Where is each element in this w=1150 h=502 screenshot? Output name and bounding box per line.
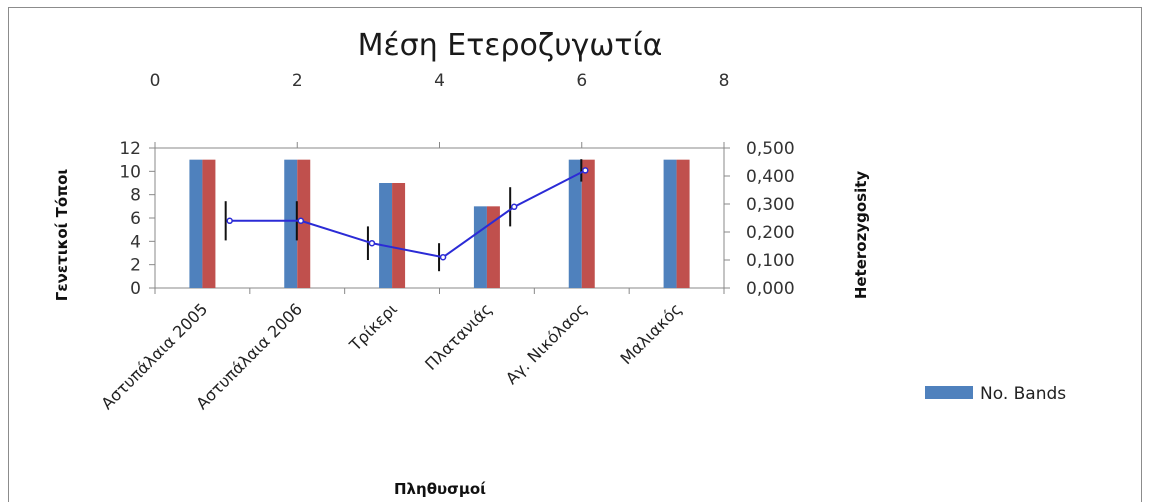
bar (663, 159, 677, 288)
y-tick-label: 0 (130, 279, 141, 299)
bar (568, 159, 582, 288)
line-point (368, 239, 376, 247)
bar (202, 159, 216, 288)
x-category-label: Πλατανιάς (421, 299, 496, 374)
x-category-label: Αστυπάλαια 2005 (97, 299, 211, 413)
x-category-label: Αστυπάλαια 2006 (192, 299, 306, 413)
y-tick-label: 10 (119, 162, 141, 182)
y-tick-label: 12 (119, 139, 141, 159)
x-category-label: Μαλιακός (617, 299, 686, 368)
legend-label-no-bands: No. Bands (980, 384, 1066, 404)
legend-swatch-no-bands (925, 386, 973, 399)
y-tick-label: 2 (130, 256, 141, 276)
bar (473, 206, 487, 288)
bar (189, 159, 203, 288)
y2-axis-label: Heterozygosity (852, 171, 870, 300)
x2-tick-label: 0 (150, 71, 161, 91)
bar (284, 159, 298, 288)
y2-tick-label: 0,400 (746, 167, 795, 187)
plot-area: 0 2 4 6 8 10 12 0,000 0,100 0,200 0,300 0,400 0,500 0… (97, 71, 794, 413)
legend: No. Bands (925, 384, 1066, 404)
y-tick-label: 4 (130, 232, 141, 252)
y2-tick-label: 0,500 (746, 139, 795, 159)
line-point (297, 217, 305, 225)
chart-title: Μέση Ετεροζυγωτία (358, 28, 663, 63)
x2-tick-label: 2 (292, 71, 303, 91)
bar (486, 206, 500, 288)
bar (379, 183, 393, 288)
x-axis-label: Πληθυσμοί (394, 480, 486, 498)
x2-tick-label: 6 (576, 71, 587, 91)
y-tick-label: 6 (130, 209, 141, 229)
y-axis-label: Γενετικοί Τόποι (53, 169, 71, 302)
bar (676, 159, 690, 288)
line-point (510, 203, 518, 211)
y2-tick-label: 0,300 (746, 195, 795, 215)
y2-tick-label: 0,200 (746, 223, 795, 243)
bar (297, 159, 311, 288)
line-point (582, 167, 589, 174)
x-category-label: Αγ. Νικόλαος (502, 299, 591, 388)
bar (581, 159, 595, 288)
y2-tick-label: 0,000 (746, 279, 795, 299)
x2-tick-label: 8 (719, 71, 730, 91)
y-tick-label: 8 (130, 186, 141, 206)
line-point (226, 217, 233, 225)
bar (392, 183, 406, 288)
x2-tick-label: 4 (434, 71, 445, 91)
x-category-label: Τρίκερι (345, 299, 401, 355)
y2-tick-label: 0,100 (746, 251, 795, 271)
line-point (439, 253, 447, 261)
series-line (229, 169, 586, 259)
